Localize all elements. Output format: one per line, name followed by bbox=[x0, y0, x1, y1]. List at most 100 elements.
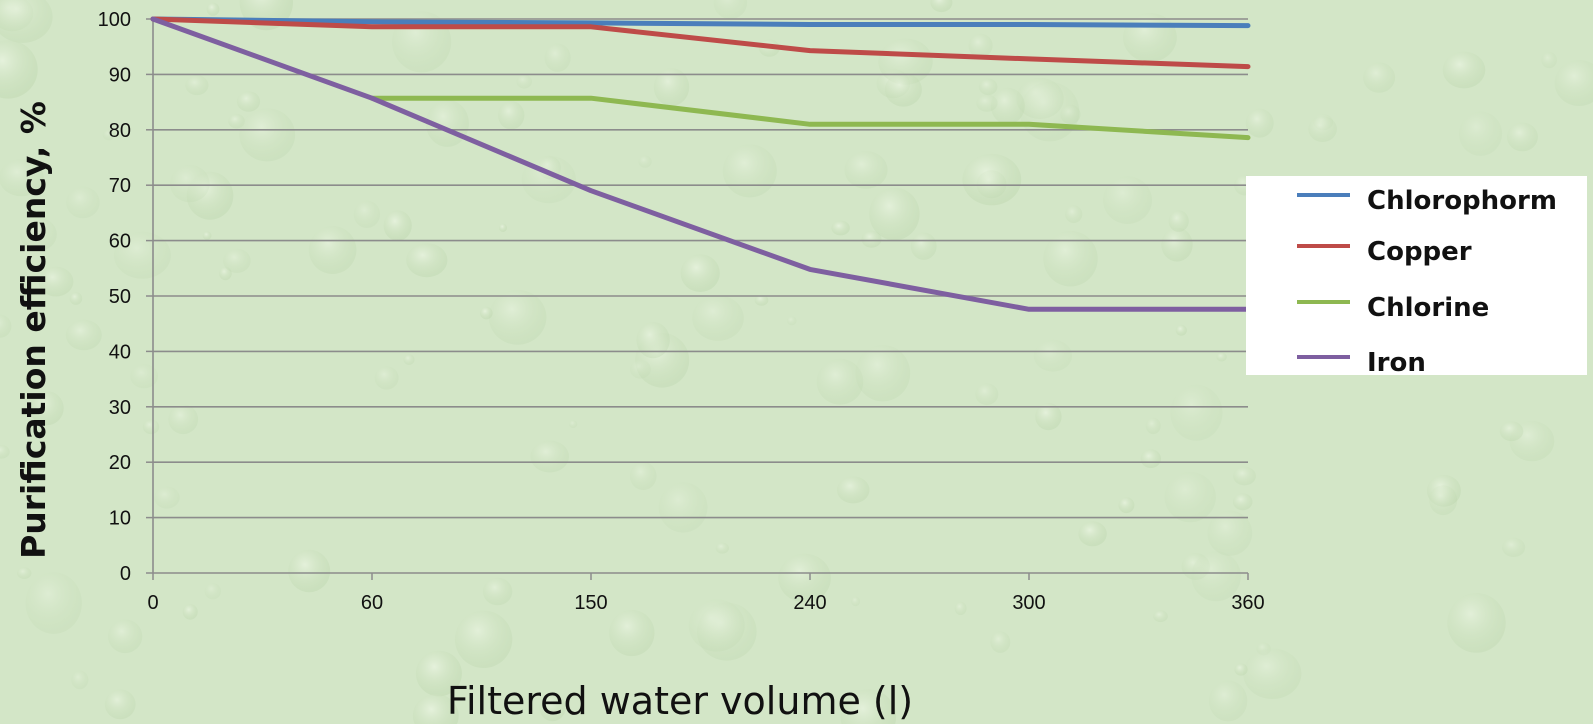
water-droplet bbox=[383, 210, 412, 241]
water-droplet bbox=[816, 358, 864, 405]
water-droplet bbox=[1065, 205, 1083, 224]
water-droplet bbox=[65, 319, 102, 351]
water-droplet bbox=[1363, 62, 1396, 93]
water-droplet bbox=[1207, 510, 1253, 556]
water-droplet bbox=[688, 599, 745, 652]
y-axis-label: Purification efficiency, % bbox=[14, 101, 53, 559]
water-droplet bbox=[1541, 51, 1557, 69]
water-droplet bbox=[38, 266, 74, 297]
water-droplet bbox=[840, 689, 897, 724]
legend-label-copper: Copper bbox=[1367, 237, 1472, 267]
water-droplet bbox=[530, 440, 569, 473]
water-droplet bbox=[412, 694, 459, 724]
water-droplet bbox=[223, 248, 251, 273]
water-droplet bbox=[168, 404, 199, 435]
x-tick-label: 300 bbox=[1012, 592, 1045, 614]
water-droplet bbox=[374, 366, 399, 390]
legend-box bbox=[1246, 176, 1587, 375]
water-droplet bbox=[130, 364, 159, 389]
water-droplet bbox=[1191, 551, 1241, 602]
water-droplet bbox=[544, 43, 571, 72]
water-droplet bbox=[884, 72, 922, 107]
y-tick-label: 60 bbox=[109, 231, 131, 253]
water-droplet bbox=[353, 200, 381, 228]
water-droplet bbox=[288, 549, 331, 593]
water-droplet bbox=[0, 158, 44, 197]
y-tick-label: 10 bbox=[109, 508, 131, 530]
water-droplet bbox=[499, 223, 507, 232]
legend-label-iron: Iron bbox=[1367, 348, 1426, 378]
water-droplet bbox=[1232, 493, 1253, 511]
water-droplet bbox=[1442, 51, 1486, 89]
x-tick-label: 240 bbox=[793, 592, 826, 614]
water-droplet bbox=[185, 75, 209, 96]
water-droplet bbox=[975, 383, 999, 406]
water-droplet bbox=[1447, 593, 1506, 653]
axes bbox=[152, 19, 1249, 580]
water-droplet bbox=[836, 476, 870, 504]
water-droplet bbox=[0, 40, 38, 99]
water-droplet bbox=[142, 419, 160, 435]
water-droplet bbox=[658, 482, 708, 533]
y-tick-label: 50 bbox=[109, 286, 131, 308]
water-droplet bbox=[1208, 680, 1248, 722]
water-droplet bbox=[20, 217, 57, 251]
water-droplet bbox=[638, 155, 652, 168]
water-droplet bbox=[1234, 663, 1248, 676]
x-tick-labels: 0 60 150 240 300 360 bbox=[147, 592, 1264, 614]
water-droplet bbox=[480, 306, 493, 320]
water-droplet bbox=[990, 87, 1025, 125]
water-droplet bbox=[609, 609, 655, 657]
water-droplet bbox=[1243, 648, 1302, 699]
water-droplet bbox=[204, 583, 221, 600]
x-tick-label: 150 bbox=[574, 592, 607, 614]
water-droplet bbox=[713, 0, 748, 20]
water-droplet bbox=[488, 289, 547, 345]
water-droplet bbox=[715, 542, 729, 554]
water-droplet bbox=[228, 113, 245, 129]
y-tick-label: 70 bbox=[109, 175, 131, 197]
water-droplet bbox=[851, 596, 861, 607]
water-droplet bbox=[1499, 421, 1524, 442]
water-droplet bbox=[1078, 521, 1107, 547]
water-droplet bbox=[1245, 108, 1274, 138]
water-droplet bbox=[1118, 497, 1135, 514]
water-droplet bbox=[1233, 466, 1256, 486]
water-droplet bbox=[1506, 122, 1538, 152]
water-droplet bbox=[17, 567, 32, 579]
water-droplet bbox=[1170, 384, 1223, 441]
water-droplet bbox=[1043, 230, 1098, 287]
series-line-iron bbox=[150, 16, 1251, 312]
water-droplet bbox=[1429, 485, 1458, 516]
legend: Chlorophorm Copper Chlorine Iron bbox=[1246, 176, 1587, 378]
y-tick-label: 100 bbox=[98, 9, 131, 31]
y-tick-labels: 0 10 20 30 40 50 60 70 80 90 100 bbox=[98, 9, 131, 585]
water-droplet bbox=[202, 231, 212, 240]
water-droplet bbox=[516, 74, 532, 89]
water-droplet bbox=[1175, 324, 1187, 336]
water-droplet bbox=[722, 144, 777, 198]
water-droplet bbox=[680, 254, 720, 292]
water-droplet bbox=[629, 461, 657, 491]
water-droplet bbox=[69, 292, 83, 305]
legend-label-chlorine: Chlorine bbox=[1367, 293, 1489, 323]
water-droplet bbox=[239, 108, 296, 162]
water-droplet bbox=[482, 577, 513, 606]
water-droplet bbox=[1140, 449, 1162, 469]
water-droplet bbox=[0, 445, 10, 459]
water-droplet bbox=[831, 220, 850, 236]
water-droplet bbox=[308, 226, 357, 274]
water-droplet bbox=[1035, 403, 1062, 431]
series-line-chlorine bbox=[369, 95, 1251, 141]
y-tick-label: 80 bbox=[109, 120, 131, 142]
water-droplet bbox=[71, 670, 89, 690]
water-droplet bbox=[1502, 537, 1526, 558]
water-droplet bbox=[976, 94, 998, 112]
water-droplet bbox=[0, 314, 12, 338]
y-tick-label: 20 bbox=[109, 452, 131, 474]
water-droplet bbox=[692, 295, 744, 341]
y-tick-label: 90 bbox=[109, 64, 131, 86]
water-droplet bbox=[1168, 210, 1189, 232]
series-lines bbox=[150, 16, 1251, 312]
water-droplet bbox=[107, 619, 143, 654]
